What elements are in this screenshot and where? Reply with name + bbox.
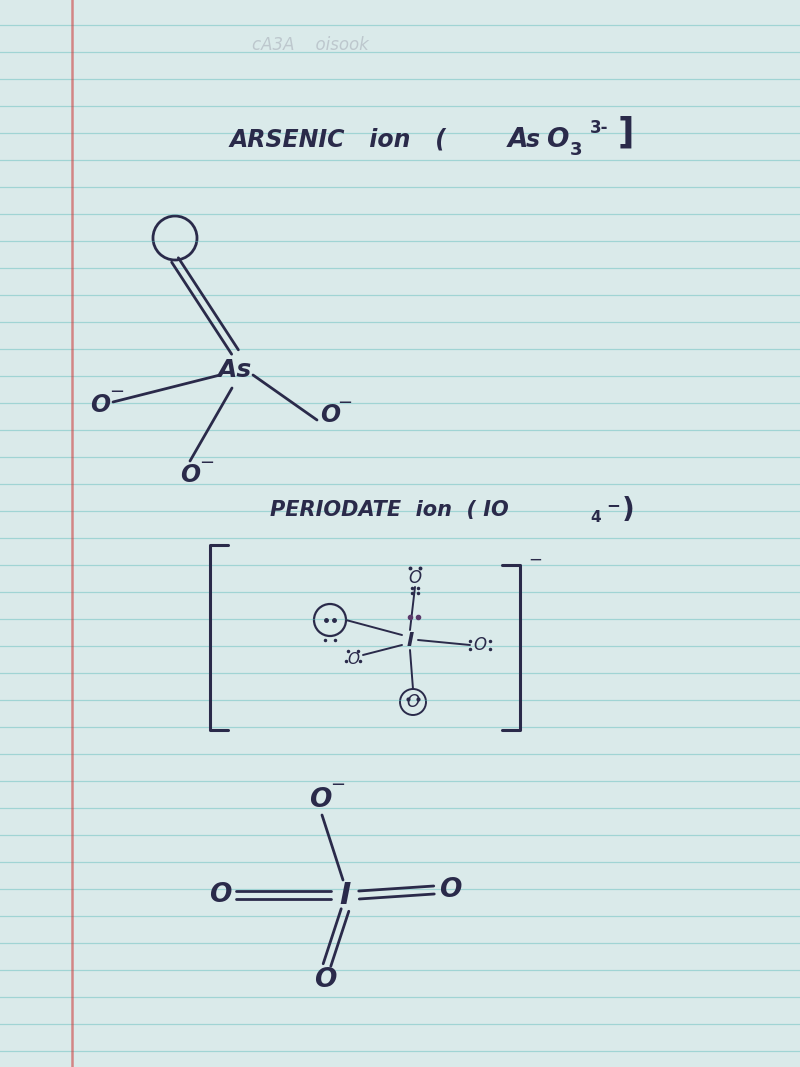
Text: O: O — [474, 636, 486, 654]
Text: 3-: 3- — [590, 120, 609, 137]
Text: O: O — [406, 692, 419, 711]
Text: O: O — [209, 882, 231, 908]
Text: I: I — [339, 880, 350, 909]
Text: ]: ] — [618, 116, 634, 150]
Text: O: O — [309, 787, 331, 813]
Text: As: As — [218, 359, 252, 382]
Text: O: O — [439, 877, 461, 903]
Text: ): ) — [622, 496, 634, 524]
Text: A: A — [508, 127, 528, 153]
Text: O: O — [180, 463, 200, 487]
Text: −: − — [199, 453, 214, 472]
Text: I: I — [406, 631, 414, 650]
Text: −: − — [606, 496, 620, 514]
Text: s: s — [526, 128, 540, 152]
Text: −: − — [338, 394, 353, 412]
Text: O: O — [320, 403, 340, 427]
Text: 3: 3 — [570, 141, 582, 159]
Text: 4: 4 — [590, 510, 601, 525]
Text: −: − — [110, 383, 125, 401]
Text: O: O — [90, 393, 110, 417]
Text: O: O — [314, 967, 336, 993]
Text: ARSENIC   ion   (: ARSENIC ion ( — [230, 128, 447, 152]
Text: PERIODATE  ion  ( IO: PERIODATE ion ( IO — [270, 500, 509, 520]
Text: O: O — [546, 127, 568, 153]
Text: −: − — [330, 776, 346, 794]
Text: O: O — [409, 569, 422, 587]
Text: O: O — [347, 653, 359, 668]
Text: −: − — [528, 551, 542, 569]
Text: cA3A    oisook: cA3A oisook — [252, 36, 368, 54]
